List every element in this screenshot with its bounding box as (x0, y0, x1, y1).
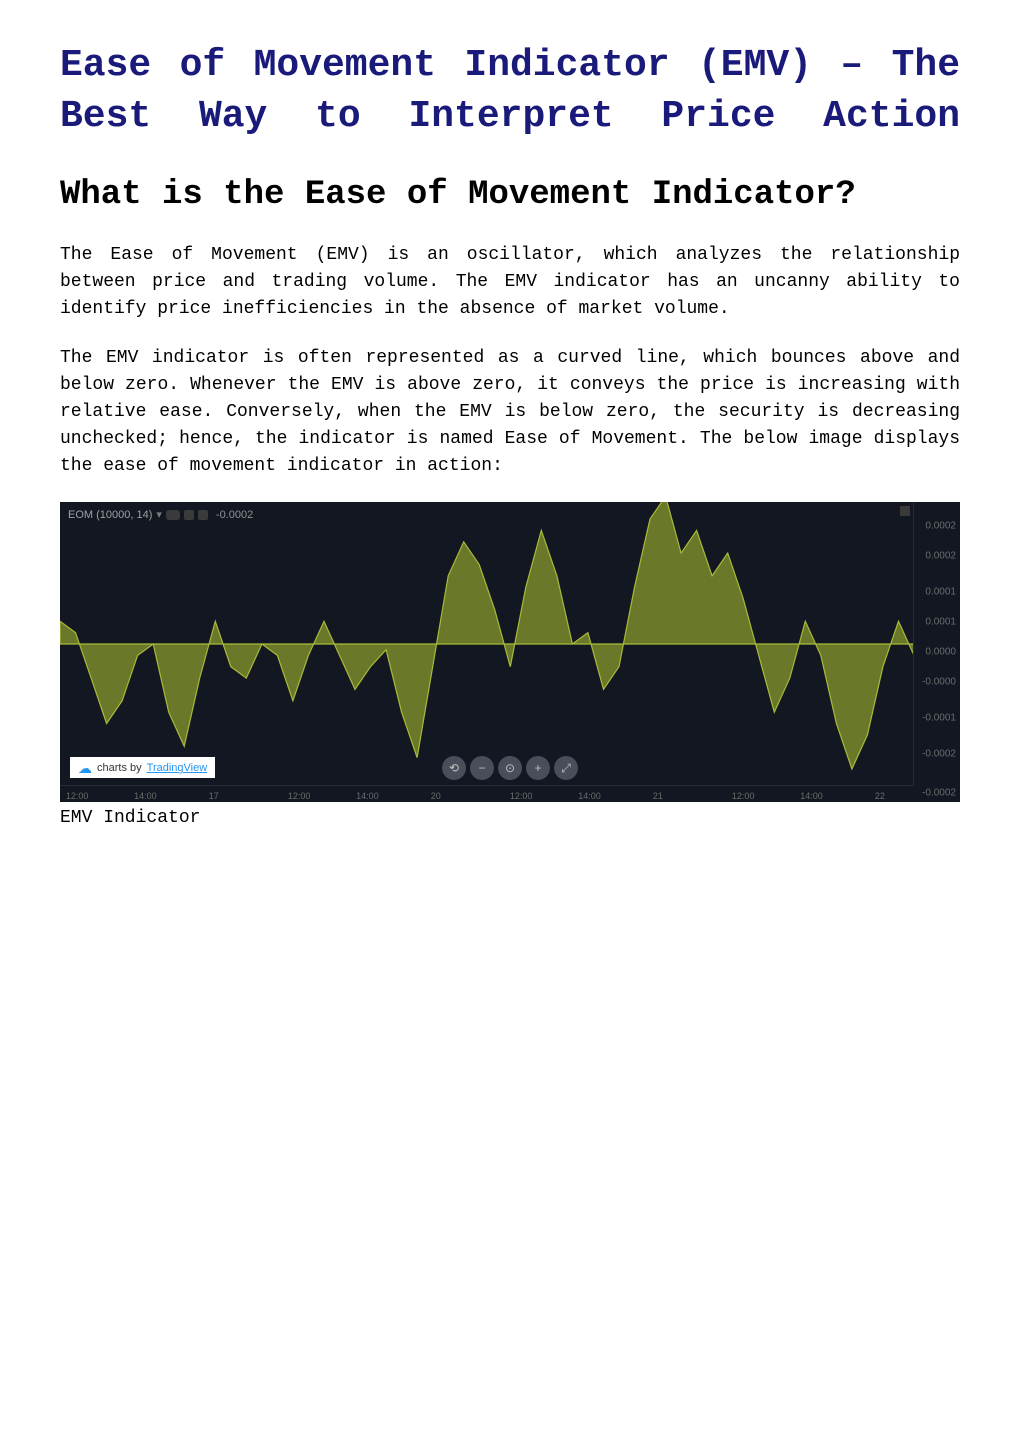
x-tick-label: 12:00 (66, 791, 89, 801)
x-tick-label: 21 (653, 791, 663, 801)
chart-nav-button[interactable]: + (526, 756, 550, 780)
y-tick-label: -0.0002 (922, 749, 956, 760)
chart-nav-button[interactable]: ⤢ (554, 756, 578, 780)
chart-nav-button[interactable]: − (470, 756, 494, 780)
credit-badge: ☁ charts by TradingView (70, 757, 215, 778)
paragraph-1: The Ease of Movement (EMV) is an oscilla… (60, 242, 960, 323)
chart-nav-pills: ⟲−⊙+⤢ (442, 756, 578, 780)
credit-link[interactable]: TradingView (147, 762, 208, 774)
x-tick-label: 17 (209, 791, 219, 801)
x-tick-label: 12:00 (510, 791, 533, 801)
y-tick-label: -0.0002 (922, 788, 956, 799)
cloud-icon: ☁ (78, 761, 92, 775)
x-axis: 12:00 14:00 17 12:00 14:00 20 12:00 14:00 21 12:0… (60, 785, 914, 802)
chart-container: EOM (10000, 14) ▾ -0.0002 0.00020.00020.… (60, 502, 960, 802)
y-tick-label: 0.0001 (925, 587, 956, 598)
credit-text: charts by (97, 762, 142, 774)
y-tick-label: 0.0002 (925, 521, 956, 532)
x-tick-label: 22 (875, 791, 885, 801)
y-tick-label: -0.0000 (922, 677, 956, 688)
y-tick-label: 0.0001 (925, 617, 956, 628)
chart-caption: EMV Indicator (60, 808, 960, 828)
y-tick-label: -0.0001 (922, 713, 956, 724)
y-tick-label: 0.0002 (925, 551, 956, 562)
x-tick-label: 12:00 (732, 791, 755, 801)
chart-nav-button[interactable]: ⟲ (442, 756, 466, 780)
x-tick-label: 14:00 (800, 791, 823, 801)
y-axis: 0.0002 0.0002 0.0001 0.0001 0.0000 -0.0000 -0.… (913, 502, 960, 802)
x-tick-label: 14:00 (578, 791, 601, 801)
y-tick-label: 0.0000 (925, 647, 956, 658)
section-heading: What is the Ease of Movement Indicator? (60, 173, 960, 219)
emv-chart: EOM (10000, 14) ▾ -0.0002 0.00020.00020.… (60, 502, 960, 802)
chart-plot (60, 502, 914, 786)
x-tick-label: 14:00 (356, 791, 379, 801)
paragraph-2: The EMV indicator is often represented a… (60, 345, 960, 480)
x-tick-label: 20 (431, 791, 441, 801)
x-tick-label: 12:00 (288, 791, 311, 801)
chart-nav-button[interactable]: ⊙ (498, 756, 522, 780)
x-tick-label: 14:00 (134, 791, 157, 801)
page-title: Ease of Movement Indicator (EMV) – The B… (60, 40, 960, 143)
